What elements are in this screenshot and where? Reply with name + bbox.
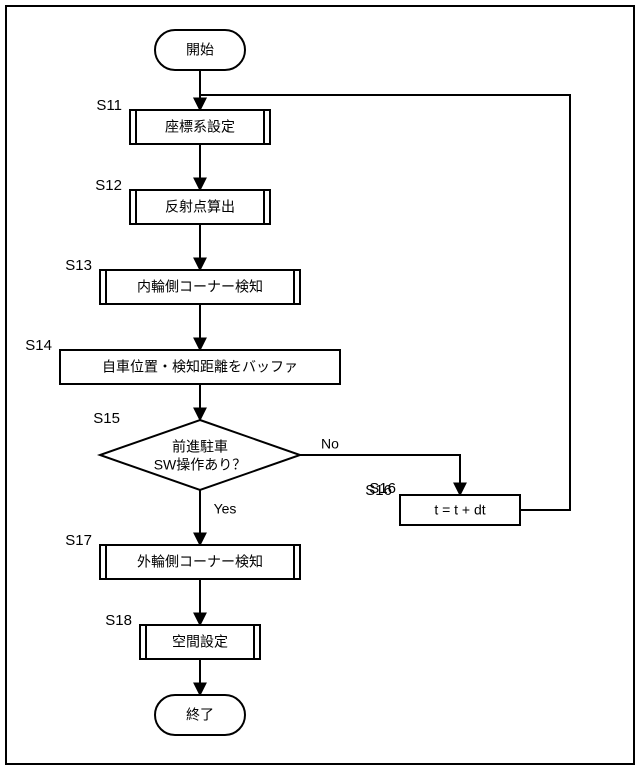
- node-s17: 外輪側コーナー検知 S17: [65, 532, 300, 579]
- node-label: 座標系設定: [165, 119, 235, 135]
- node-s12: 反射点算出 S12: [95, 177, 270, 224]
- node-s13: 内輪側コーナー検知 S13: [65, 257, 300, 304]
- node-s15: 前進駐車 SW操作あり？ S15: [93, 410, 300, 490]
- node-label: 外輪側コーナー検知: [137, 554, 263, 570]
- node-s14: 自車位置・検知距離をバッファ S14: [25, 337, 340, 384]
- edge-label: Yes: [214, 501, 237, 517]
- node-label: 内輪側コーナー検知: [137, 279, 263, 295]
- step-label: S16: [369, 480, 396, 497]
- node-label-1: 前進駐車: [172, 439, 228, 455]
- flowchart: Yes No 開始座標系設定 S11 反射点算出 S12 内輪側コーナー検知 S13 自車位置…: [0, 0, 640, 770]
- step-label: S13: [65, 257, 92, 274]
- node-label: 反射点算出: [165, 199, 235, 215]
- node-label: 自車位置・検知距離をバッファ: [102, 359, 298, 375]
- edge-label: No: [321, 436, 339, 452]
- node-s18: 空間設定 S18: [105, 612, 260, 659]
- node-label: 空間設定: [172, 634, 228, 650]
- step-label: S15: [93, 410, 120, 427]
- node-label: 開始: [186, 42, 214, 58]
- step-label: S14: [25, 337, 52, 354]
- node-label-2: SW操作あり？: [154, 457, 247, 473]
- node-start: 開始: [155, 30, 245, 70]
- step-label: S12: [95, 177, 122, 194]
- step-label: S11: [96, 97, 122, 114]
- node-s11: 座標系設定 S11: [96, 97, 270, 144]
- step-label: S18: [105, 612, 132, 629]
- node-label: t = t + dt: [434, 502, 485, 518]
- nodes-group: 開始座標系設定 S11 反射点算出 S12 内輪側コーナー検知 S13 自車位置・検知距離を…: [25, 30, 520, 735]
- node-label: 終了: [186, 707, 214, 723]
- node-end: 終了: [155, 695, 245, 735]
- step-label: S17: [65, 532, 92, 549]
